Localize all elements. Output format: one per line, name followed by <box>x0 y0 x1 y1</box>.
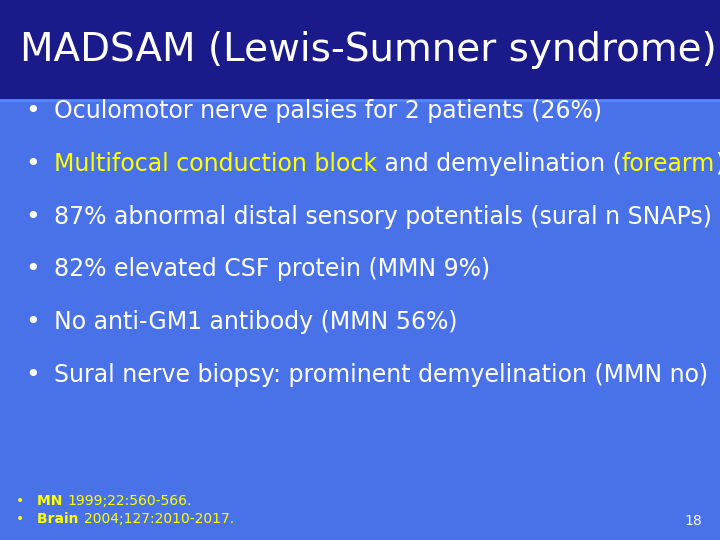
Text: 1999;22:560-566.: 1999;22:560-566. <box>68 494 192 508</box>
Text: forearm: forearm <box>622 152 715 176</box>
Text: •: • <box>25 258 40 281</box>
Text: 2004;127:2010-2017.: 2004;127:2010-2017. <box>84 512 234 526</box>
Text: Oculomotor nerve palsies for 2 patients (26%): Oculomotor nerve palsies for 2 patients … <box>54 99 602 123</box>
Text: •: • <box>25 152 40 176</box>
Text: and demyelination (: and demyelination ( <box>377 152 622 176</box>
Text: Brain: Brain <box>37 512 84 526</box>
Text: •: • <box>16 494 24 508</box>
Text: 18: 18 <box>684 514 702 528</box>
Text: Sural nerve biopsy: prominent demyelination (MMN no): Sural nerve biopsy: prominent demyelinat… <box>54 363 708 387</box>
Text: Multifocal conduction block: Multifocal conduction block <box>54 152 377 176</box>
Text: •: • <box>25 205 40 228</box>
Text: •: • <box>25 99 40 123</box>
Text: No anti-GM1 antibody (MMN 56%): No anti-GM1 antibody (MMN 56%) <box>54 310 457 334</box>
Text: MN: MN <box>37 494 68 508</box>
Text: 82% elevated CSF protein (MMN 9%): 82% elevated CSF protein (MMN 9%) <box>54 258 490 281</box>
Text: 87% abnormal distal sensory potentials (sural n SNAPs): 87% abnormal distal sensory potentials (… <box>54 205 712 228</box>
Text: •: • <box>25 363 40 387</box>
Text: ): ) <box>715 152 720 176</box>
Bar <box>0 0 720 100</box>
Text: •: • <box>25 310 40 334</box>
Text: •: • <box>16 512 24 526</box>
Text: MADSAM (Lewis-Sumner syndrome): MADSAM (Lewis-Sumner syndrome) <box>20 31 717 69</box>
